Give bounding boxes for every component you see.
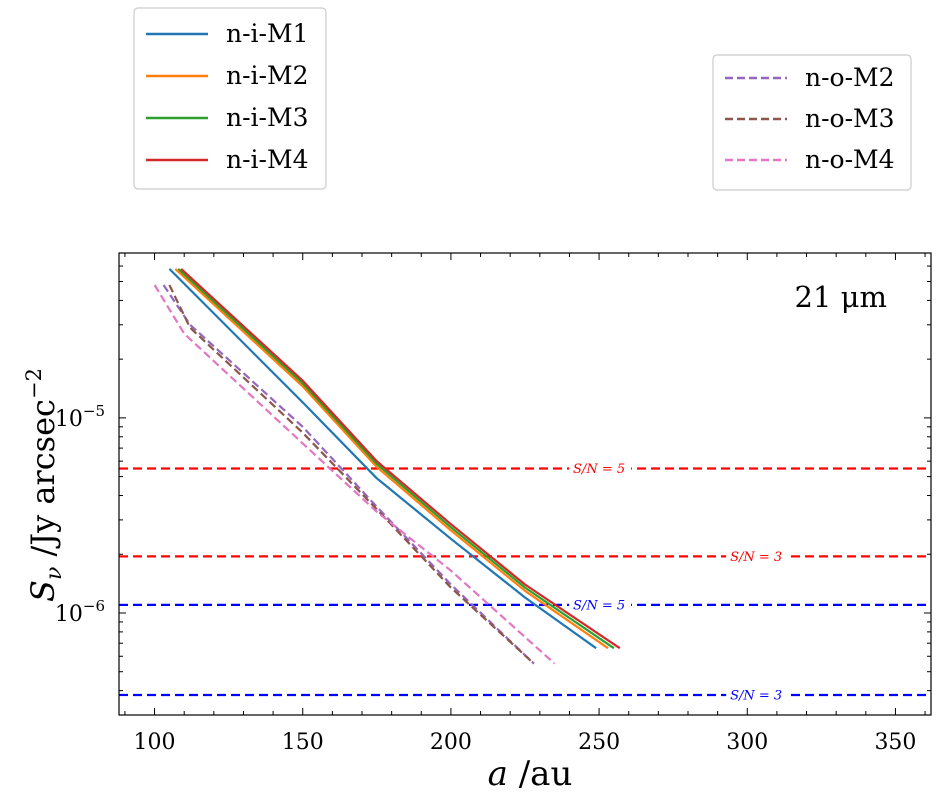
series-line-n-o-M3	[168, 284, 535, 665]
threshold-label: S/N = 3	[730, 550, 782, 565]
legend-label: n-o-M3	[805, 104, 895, 133]
series-line-n-o-M2	[162, 284, 535, 665]
series-line-n-i-M4	[180, 268, 621, 650]
x-tick-label: 350	[874, 730, 916, 755]
y-tick-label: 10−5	[55, 402, 105, 432]
plot-frame	[118, 252, 932, 716]
threshold-label: S/N = 5	[573, 598, 625, 613]
legend-label: n-o-M4	[805, 145, 895, 174]
legend-label: n-i-M3	[226, 103, 309, 132]
x-tick-label: 200	[430, 730, 472, 755]
axis-ticks	[119, 253, 931, 716]
threshold-label-bg	[569, 460, 632, 477]
threshold-label-bg	[569, 596, 632, 613]
x-tick-label: 150	[282, 730, 324, 755]
legend-label: n-o-M2	[805, 63, 895, 92]
legend-label: n-i-M4	[226, 145, 309, 174]
legend-outer: n-o-M2 n-o-M3 n-o-M4	[712, 54, 912, 191]
legend-inner: n-i-M1 n-i-M2 n-i-M3 n-i-M4	[133, 7, 327, 190]
x-tick-label: 100	[134, 730, 176, 755]
x-axis-label: a /au	[488, 754, 573, 794]
series-line-n-o-M4	[153, 284, 556, 665]
threshold-label: S/N = 5	[573, 462, 625, 477]
series-line-n-i-M3	[177, 268, 615, 650]
threshold-lines: S/N = 5 S/N = 3 S/N = 5 S/N = 3	[119, 460, 931, 703]
threshold-label-bg	[726, 686, 789, 703]
panel-annotation: 21 μm	[795, 280, 887, 314]
legend-label: n-i-M1	[226, 19, 309, 48]
legend-outer-box	[712, 54, 912, 191]
y-tick-label: 10−6	[55, 597, 105, 627]
legend-label: n-i-M2	[226, 61, 309, 90]
legend-inner-box	[133, 7, 327, 190]
series-lines	[153, 268, 621, 665]
series-line-n-i-M2	[174, 268, 609, 650]
threshold-label-bg	[726, 548, 789, 565]
series-line-n-i-M1	[168, 268, 597, 650]
x-tick-label: 250	[578, 730, 620, 755]
threshold-label: S/N = 3	[730, 688, 782, 703]
y-axis-label: Sν /Jy arcsec−2	[22, 368, 67, 602]
x-tick-label: 300	[726, 730, 768, 755]
